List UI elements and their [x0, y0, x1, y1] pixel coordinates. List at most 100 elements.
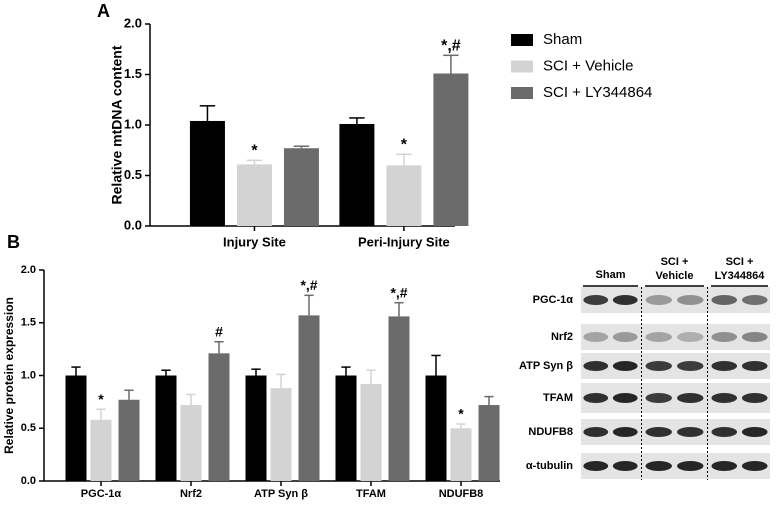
blot-band	[612, 361, 638, 371]
blot-strip	[581, 324, 770, 350]
blot-band	[711, 427, 738, 437]
x-tick-label: Peri-Injury Site	[358, 234, 450, 249]
blot-band	[645, 295, 672, 305]
legend-swatch	[511, 60, 533, 73]
blot-band	[741, 427, 768, 437]
bar	[65, 375, 87, 481]
y-tick-label: 0.0	[124, 217, 142, 232]
blot-header: Vehicle	[656, 270, 694, 282]
bar	[335, 375, 357, 481]
significance-marker: *	[458, 406, 464, 422]
bar	[189, 120, 225, 226]
blot-band	[677, 332, 704, 342]
blot-row-label: Nrf2	[551, 331, 573, 343]
legend-swatch	[511, 87, 533, 99]
blot-band	[677, 361, 704, 371]
blot-strip	[581, 353, 770, 379]
blot-band	[583, 393, 609, 403]
blot-header: LY344864	[715, 270, 766, 282]
blot-band	[711, 295, 738, 305]
blot-band	[612, 332, 638, 342]
y-tick-label: 2.0	[21, 264, 36, 276]
blot-band	[612, 461, 638, 471]
significance-marker: *	[98, 391, 104, 407]
blot-row-label: TFAM	[543, 392, 573, 404]
significance-marker: #	[215, 323, 223, 339]
bar	[433, 73, 469, 227]
blot-band	[612, 427, 638, 437]
bar	[386, 165, 422, 226]
bar	[118, 399, 140, 481]
bar	[360, 383, 382, 481]
y-tick-label: 1.0	[21, 369, 36, 381]
blot-band	[741, 361, 768, 371]
bar	[283, 148, 319, 226]
blot-band	[583, 295, 609, 305]
y-tick-label: 0.0	[21, 475, 36, 487]
legend-label: SCI + LY344864	[543, 84, 652, 101]
y-tick-label: 1.5	[124, 66, 142, 81]
blot-strip	[581, 383, 770, 413]
y-tick-label: 1.5	[21, 317, 36, 329]
panel-label: B	[7, 232, 20, 252]
bar	[450, 428, 472, 481]
bar	[236, 164, 272, 226]
blot-band	[645, 461, 672, 471]
blot-band	[677, 461, 704, 471]
blot-row-label: α-tubulin	[526, 460, 573, 472]
blot-band	[677, 393, 704, 403]
blot-band	[645, 361, 672, 371]
blot-header: SCI +	[726, 256, 754, 268]
blot-band	[583, 332, 609, 342]
blot-strip	[581, 453, 770, 479]
bar	[270, 388, 292, 481]
y-axis-label: Relative mtDNA content	[109, 45, 125, 204]
blot-row-label: PGC-1α	[533, 294, 574, 306]
blot-strip	[581, 419, 770, 445]
bar	[388, 316, 410, 481]
x-tick-label: TFAM	[356, 488, 386, 500]
blot-band	[741, 295, 768, 305]
y-tick-label: 1.0	[124, 116, 142, 131]
blot-band	[645, 427, 672, 437]
significance-marker: *	[401, 137, 408, 154]
y-tick-label: 0.5	[21, 422, 36, 434]
blot-header: SCI +	[661, 256, 689, 268]
blot-band	[645, 393, 672, 403]
blot-strip	[581, 287, 770, 313]
blot-band	[677, 427, 704, 437]
blot-header: Sham	[596, 269, 626, 281]
bar	[208, 353, 230, 481]
bar	[155, 375, 177, 481]
bar	[298, 315, 320, 481]
blot-band	[583, 427, 609, 437]
significance-marker: *	[251, 143, 258, 160]
blot-band	[711, 393, 738, 403]
significance-marker: *,#	[441, 38, 461, 55]
blot-band	[711, 361, 738, 371]
x-tick-label: NDUFB8	[439, 488, 484, 500]
blot-band	[612, 295, 638, 305]
y-axis-label: Relative protein expression	[2, 297, 16, 454]
significance-marker: *,#	[390, 284, 407, 300]
x-tick-label: ATP Syn β	[254, 488, 308, 500]
significance-marker: *,#	[300, 277, 317, 293]
blot-band	[741, 393, 768, 403]
blot-band	[677, 295, 704, 305]
blot-band	[612, 393, 638, 403]
blot-band	[711, 461, 738, 471]
blot-band	[583, 461, 609, 471]
y-tick-label: 2.0	[124, 15, 142, 30]
blot-row-label: NDUFB8	[528, 426, 573, 438]
blot-band	[741, 461, 768, 471]
bar	[339, 123, 375, 226]
blot-band	[583, 361, 609, 371]
blot-band	[741, 332, 768, 342]
x-tick-label: PGC-1α	[81, 488, 122, 500]
legend-label: SCI + Vehicle	[543, 57, 633, 74]
y-tick-label: 0.5	[124, 167, 142, 182]
blot-row-label: ATP Syn β	[519, 360, 573, 372]
blot-band	[645, 332, 672, 342]
panel-label: A	[97, 1, 110, 21]
